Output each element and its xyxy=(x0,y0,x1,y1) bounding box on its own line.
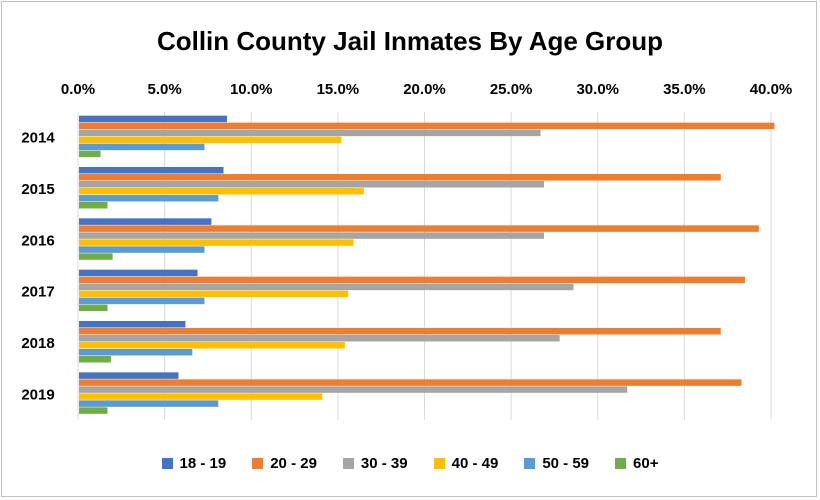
bar-50-59-2015 xyxy=(79,195,219,202)
legend-swatch xyxy=(433,457,445,469)
legend-label: 60+ xyxy=(633,454,659,472)
x-tick-label: 15.0% xyxy=(317,81,360,98)
x-tick-label: 5.0% xyxy=(148,81,182,98)
bar-60+-2017 xyxy=(79,304,108,312)
bar-20-29-2017 xyxy=(79,276,746,284)
legend-swatch xyxy=(252,457,264,469)
legend-swatch xyxy=(342,457,354,469)
bar-18-19-2017 xyxy=(79,269,198,277)
legend-item: 40 - 49 xyxy=(433,454,499,472)
chart-legend: 18 - 19 20 - 29 30 - 39 40 - 49 50 - 59 60+ xyxy=(0,452,820,474)
legend-swatch xyxy=(524,457,536,469)
bar-30-39-2015 xyxy=(79,181,545,188)
bar-18-19-2016 xyxy=(79,218,212,225)
bar-40-49-2016 xyxy=(79,239,354,246)
x-tick-label: 25.0% xyxy=(490,81,533,98)
x-tick-label: 35.0% xyxy=(663,81,706,98)
bar-50-59-2017 xyxy=(79,297,205,305)
legend-item: 18 - 19 xyxy=(161,454,227,472)
category-label: 2017 xyxy=(21,284,54,301)
bar-60+-2019 xyxy=(79,407,108,414)
bar-20-29-2019 xyxy=(79,379,742,386)
bar-60+-2016 xyxy=(79,253,113,260)
category-label: 2018 xyxy=(21,335,54,352)
legend-label: 40 - 49 xyxy=(451,454,499,472)
chart-title: Collin County Jail Inmates By Age Group xyxy=(156,26,664,56)
legend-item: 20 - 29 xyxy=(252,455,317,472)
legend-label: 18 - 19 xyxy=(179,454,227,472)
x-tick-label: 20.0% xyxy=(403,81,446,98)
x-tick-label: 30.0% xyxy=(576,81,619,98)
category-label: 2014 xyxy=(21,130,55,147)
bar-18-19-2014 xyxy=(79,115,227,123)
bar-50-59-2016 xyxy=(79,246,205,253)
bar-40-49-2018 xyxy=(79,342,345,349)
bar-30-39-2016 xyxy=(79,232,545,239)
legend-label: 20 - 29 xyxy=(270,454,317,472)
legend-item: 30 - 39 xyxy=(342,454,408,472)
bar-40-49-2014 xyxy=(79,136,342,144)
bar-20-29-2016 xyxy=(79,225,759,232)
category-label: 2019 xyxy=(21,386,54,403)
bar-50-59-2018 xyxy=(79,349,193,356)
bar-30-39-2019 xyxy=(79,386,628,393)
bar-18-19-2015 xyxy=(79,167,224,174)
bar-20-29-2015 xyxy=(79,174,721,181)
bar-40-49-2015 xyxy=(79,188,364,195)
bar-30-39-2017 xyxy=(79,283,574,291)
bar-30-39-2014 xyxy=(79,129,541,137)
bar-20-29-2018 xyxy=(79,328,721,335)
legend-item: 50 - 59 xyxy=(524,455,589,472)
category-label: 2016 xyxy=(21,232,54,249)
legend-label: 50 - 59 xyxy=(542,454,590,472)
bar-20-29-2014 xyxy=(79,122,775,130)
x-tick-label: 0.0% xyxy=(61,81,95,98)
bar-30-39-2018 xyxy=(79,335,560,342)
bar-50-59-2014 xyxy=(79,143,205,151)
legend-swatch xyxy=(161,457,173,469)
bar-60+-2018 xyxy=(79,356,111,363)
bar-60+-2015 xyxy=(79,202,108,209)
x-tick-label: 40.0% xyxy=(750,81,793,98)
legend-item: 60+ xyxy=(615,455,658,472)
legend-label: 30 - 39 xyxy=(360,454,408,472)
bar-18-19-2018 xyxy=(79,321,186,328)
category-label: 2015 xyxy=(21,181,54,198)
bar-40-49-2017 xyxy=(79,290,349,298)
bar-60+-2014 xyxy=(79,150,101,158)
bar-40-49-2019 xyxy=(79,393,323,400)
legend-swatch xyxy=(615,457,627,469)
bar-50-59-2019 xyxy=(79,400,219,407)
x-tick-label: 10.0% xyxy=(230,81,273,98)
bar-18-19-2019 xyxy=(79,372,179,379)
